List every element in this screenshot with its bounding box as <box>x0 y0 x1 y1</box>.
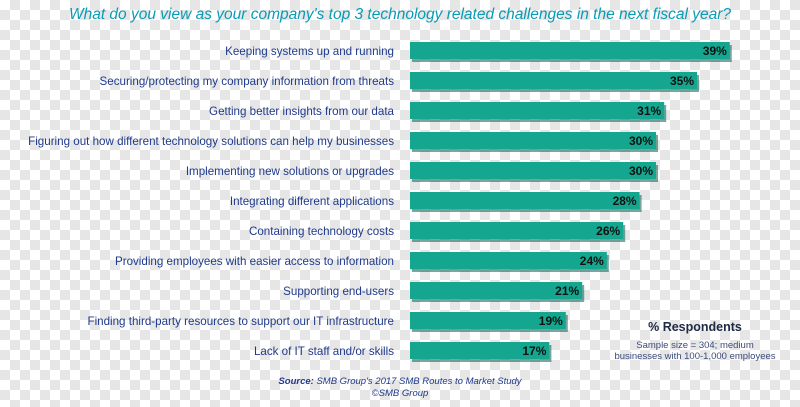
sample-note-line-1: Sample size = 304; medium <box>636 340 754 351</box>
bar <box>410 312 566 329</box>
sample-note-line-2: businesses with 100-1,000 employees <box>614 351 776 362</box>
category-label: Providing employees with easier access t… <box>115 255 394 268</box>
value-label: 35% <box>670 74 694 88</box>
category-label: Securing/protecting my company informati… <box>100 75 395 88</box>
category-label: Finding third-party resources to support… <box>87 315 394 328</box>
bar <box>410 102 665 119</box>
source-line: Source: SMB Group's 2017 SMB Routes to M… <box>0 376 800 388</box>
bar <box>410 42 730 59</box>
value-label: 31% <box>637 104 661 118</box>
bar <box>410 282 583 299</box>
category-label: Supporting end-users <box>283 285 394 298</box>
category-label: Figuring out how different technology so… <box>28 135 394 148</box>
x-axis-label: % Respondents <box>648 320 742 334</box>
bar <box>410 342 550 359</box>
value-label: 17% <box>522 344 546 358</box>
category-label: Implementing new solutions or upgrades <box>186 165 394 178</box>
category-label: Lack of IT staff and/or skills <box>254 345 394 358</box>
category-label: Getting better insights from our data <box>209 105 395 118</box>
value-label: 26% <box>596 224 620 238</box>
value-label: 24% <box>580 254 604 268</box>
chart-title: What do you view as your company's top 3… <box>68 6 732 23</box>
bar <box>410 192 640 209</box>
value-label: 30% <box>629 164 653 178</box>
source-label: Source: <box>278 376 314 387</box>
sample-note: Sample size = 304; medium businesses wit… <box>595 340 795 362</box>
bar <box>410 132 656 149</box>
value-label: 30% <box>629 134 653 148</box>
legend: % Respondents Sample size = 304; medium … <box>595 320 795 362</box>
copyright: ©SMB Group <box>371 388 429 399</box>
category-label: Integrating different applications <box>230 195 394 208</box>
source-block: Source: SMB Group's 2017 SMB Routes to M… <box>0 376 800 400</box>
value-label: 28% <box>613 194 637 208</box>
source-text: SMB Group's 2017 SMB Routes to Market St… <box>313 376 522 387</box>
bar <box>410 72 697 89</box>
bar <box>410 252 607 269</box>
category-label: Keeping systems up and running <box>225 45 394 58</box>
category-label: Containing technology costs <box>249 225 394 238</box>
value-label: 39% <box>703 44 727 58</box>
value-label: 19% <box>539 314 563 328</box>
bar <box>410 162 656 179</box>
value-label: 21% <box>555 284 579 298</box>
bar <box>410 222 624 239</box>
